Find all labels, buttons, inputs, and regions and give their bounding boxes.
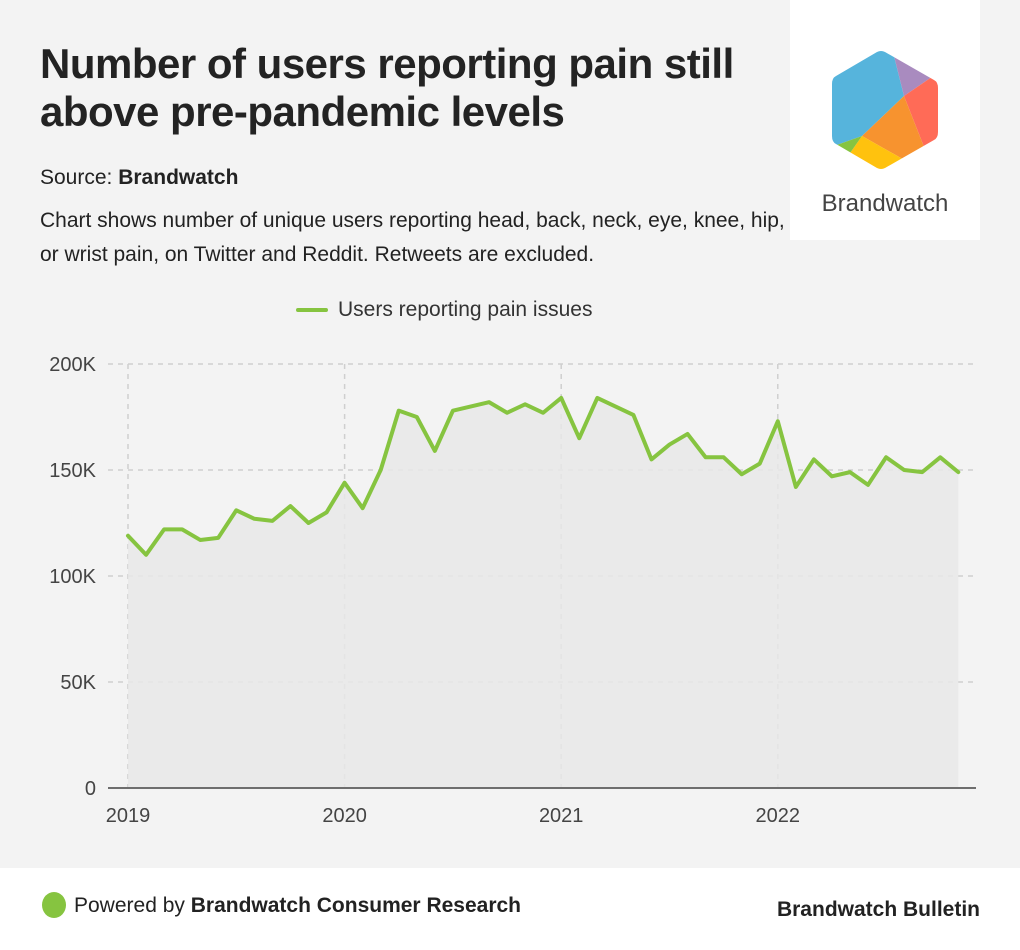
data-point xyxy=(433,449,437,453)
data-point xyxy=(126,534,130,538)
data-point xyxy=(270,519,274,523)
green-dot-icon xyxy=(42,892,66,918)
data-point xyxy=(920,470,924,474)
data-point xyxy=(649,457,653,461)
data-point xyxy=(938,455,942,459)
series-area-fill xyxy=(128,397,959,788)
data-point xyxy=(415,415,419,419)
y-tick-label: 150K xyxy=(49,460,96,482)
data-point xyxy=(631,413,635,417)
data-point xyxy=(397,409,401,413)
data-point xyxy=(758,462,762,466)
data-point xyxy=(902,468,906,472)
data-point xyxy=(180,527,184,531)
data-point xyxy=(577,436,581,440)
series-line xyxy=(126,395,961,557)
data-point xyxy=(595,396,599,400)
data-point xyxy=(252,517,256,521)
source-line: Source: Brandwatch xyxy=(40,166,238,190)
data-point xyxy=(559,396,563,400)
line-chart: 0 50K 100K 150K 200K 2019 2020 2021 2022 xyxy=(49,354,976,827)
data-point xyxy=(325,510,329,514)
powered-by-text: Powered by Brandwatch Consumer Research xyxy=(74,894,521,918)
brandwatch-hexagon-icon xyxy=(832,51,938,169)
data-point xyxy=(234,508,238,512)
brandwatch-bulletin-label: Brandwatch Bulletin xyxy=(776,898,980,921)
data-point xyxy=(487,400,491,404)
y-tick-label: 200K xyxy=(49,354,96,376)
chart-description: Chart shows number of unique users repor… xyxy=(40,209,785,266)
data-point xyxy=(794,485,798,489)
legend-line-swatch xyxy=(296,308,328,312)
data-point xyxy=(343,481,347,485)
powered-by-brand: Brandwatch Consumer Research xyxy=(190,894,522,917)
data-point xyxy=(956,470,960,474)
data-point xyxy=(830,474,834,478)
logo-segment-red xyxy=(904,70,938,158)
x-tick-label: 2021 xyxy=(539,805,584,827)
data-point xyxy=(216,536,220,540)
data-point xyxy=(613,404,617,408)
footer: Powered by Brandwatch Consumer Research … xyxy=(0,868,1020,950)
y-axis-ticks: 0 50K 100K 150K 200K xyxy=(49,354,96,800)
chart-legend: Users reporting pain issues xyxy=(296,298,592,322)
data-point xyxy=(722,455,726,459)
data-point xyxy=(451,409,455,413)
data-point xyxy=(505,411,509,415)
data-point xyxy=(288,504,292,508)
powered-by-prefix: Powered by xyxy=(74,894,191,917)
data-point xyxy=(162,527,166,531)
x-tick-label: 2019 xyxy=(106,805,151,827)
x-tick-label: 2020 xyxy=(322,805,367,827)
data-point xyxy=(541,411,545,415)
x-axis-ticks: 2019 2020 2021 2022 xyxy=(106,805,800,827)
data-point xyxy=(776,419,780,423)
data-point xyxy=(144,553,148,557)
data-point xyxy=(379,468,383,472)
data-point xyxy=(740,472,744,476)
data-point xyxy=(469,404,473,408)
data-point xyxy=(884,455,888,459)
chart-title: Number of users reporting pain still abo… xyxy=(40,40,734,135)
data-point xyxy=(866,483,870,487)
source-value: Brandwatch xyxy=(118,166,239,189)
data-point xyxy=(812,457,816,461)
brandwatch-logo-text: Brandwatch xyxy=(821,190,949,217)
data-point xyxy=(307,521,311,525)
y-tick-label: 50K xyxy=(60,672,96,694)
data-point xyxy=(523,402,527,406)
logo-segment-blue xyxy=(832,51,904,148)
data-point xyxy=(668,443,672,447)
x-tick-label: 2022 xyxy=(756,805,801,827)
legend-label: Users reporting pain issues xyxy=(338,298,593,321)
data-point xyxy=(198,538,202,542)
data-point xyxy=(848,470,852,474)
data-point xyxy=(704,455,708,459)
brand-logo-panel: Brandwatch xyxy=(790,0,980,240)
y-tick-label: 100K xyxy=(49,566,96,588)
data-point xyxy=(361,506,365,510)
data-point xyxy=(686,432,690,436)
logo-segment-orange xyxy=(862,96,926,162)
source-label: Source: xyxy=(40,166,119,189)
y-tick-label: 0 xyxy=(85,778,96,800)
